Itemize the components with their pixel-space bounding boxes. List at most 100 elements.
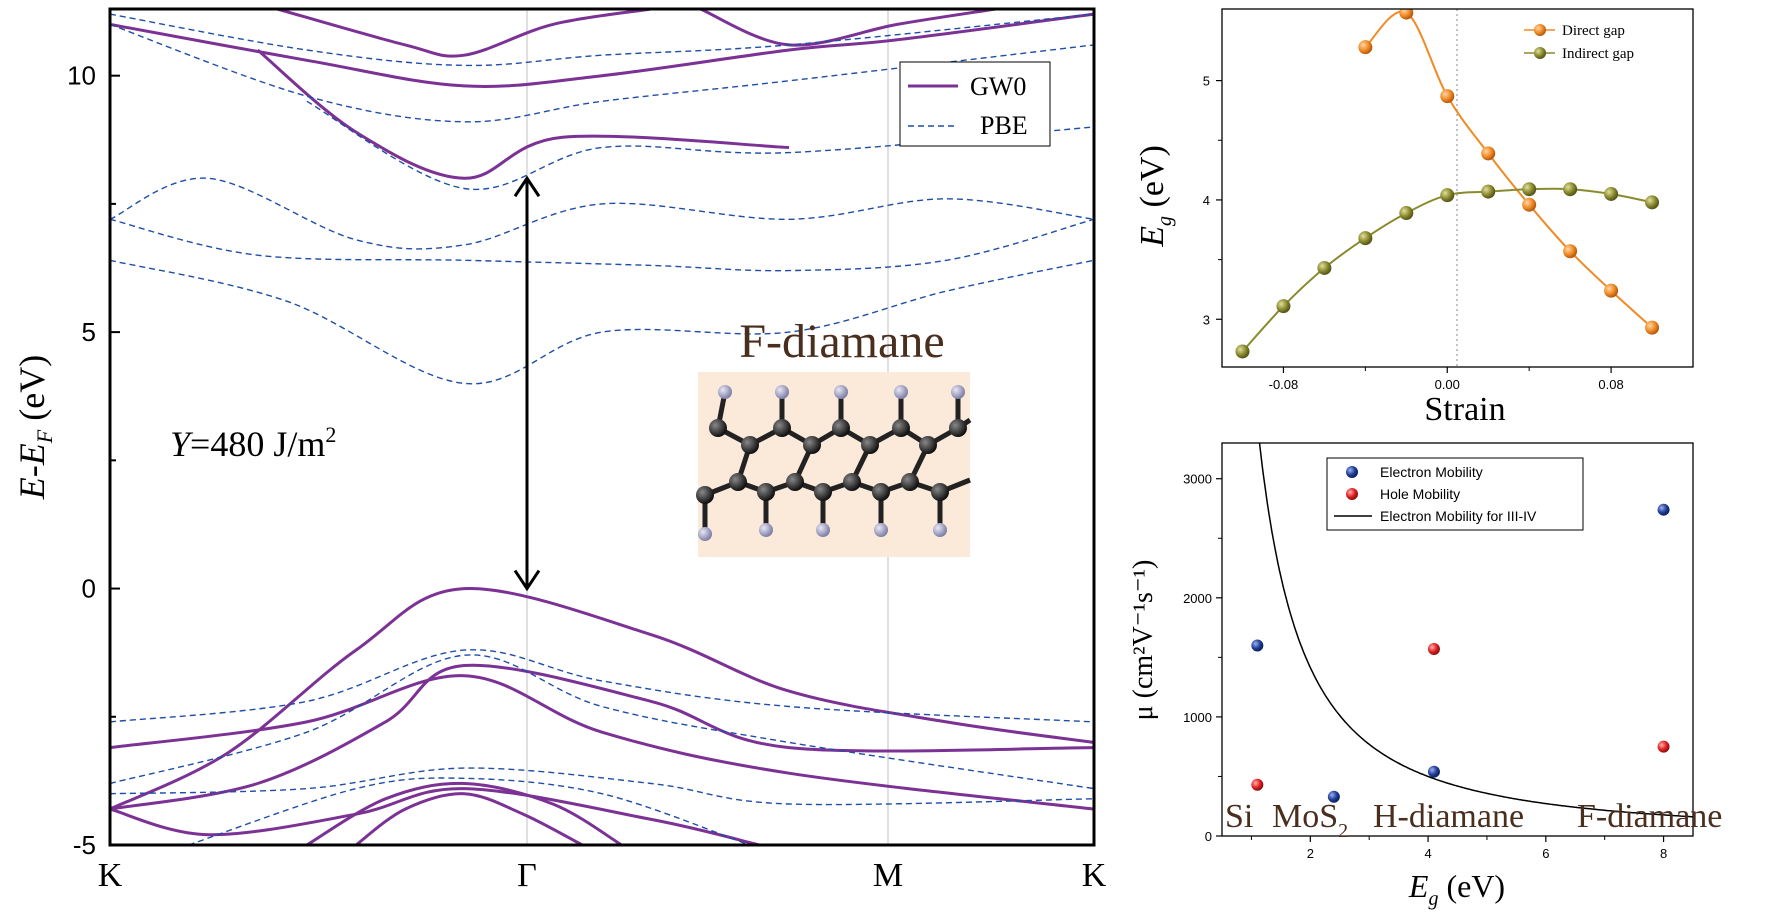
- carbon-atom: [931, 483, 949, 501]
- fluorine-atom: [951, 385, 965, 399]
- band-lines: [110, 9, 1094, 845]
- hole-mobility-point: [1251, 778, 1264, 791]
- strain-y-tick-label: 3: [1203, 312, 1210, 327]
- fluorine-atom: [775, 385, 789, 399]
- gw0-band: [276, 9, 652, 58]
- legend-pbe-label: PBE: [980, 111, 1028, 140]
- gw0-band: [355, 792, 583, 845]
- arrow-head-top: [513, 175, 541, 198]
- iii-iv-curve: [1258, 443, 1693, 818]
- youngs-modulus-annotation: Y=480 J/m2: [170, 422, 336, 464]
- mobility-legend: Electron Mobility Hole Mobility Electron…: [1326, 457, 1584, 531]
- gw0-band: [306, 781, 623, 845]
- carbon-atom: [757, 483, 775, 501]
- y-tick-label: 5: [82, 317, 96, 347]
- carbon-atom: [729, 473, 747, 491]
- mobility-x-label-sub: g: [1428, 888, 1438, 910]
- y-tick-label: 0: [82, 574, 96, 604]
- legend-electron-label: Electron Mobility: [1380, 464, 1483, 480]
- carbon-atom: [832, 419, 850, 437]
- legend-box: [899, 61, 1051, 147]
- strain-y-label: Eg (eV): [1134, 145, 1176, 248]
- mobility-y-tick-label: 0: [1205, 829, 1212, 844]
- legend-gw0-label: GW0: [970, 72, 1026, 101]
- pbe-band: [110, 177, 1094, 250]
- pbe-band: [110, 218, 1094, 272]
- fluorine-atom: [933, 523, 947, 537]
- indirect-gap-point: [1645, 195, 1660, 210]
- fluorine-atom: [816, 523, 830, 537]
- mobility-y-tick-label: 3000: [1183, 472, 1212, 487]
- fluorine-atom: [718, 385, 732, 399]
- carbon-atom: [949, 419, 967, 437]
- youngs-sup: 2: [325, 422, 336, 447]
- carbon-atom: [919, 436, 937, 454]
- carbon-atom: [901, 473, 919, 491]
- strain-x-tick-label: 0.08: [1598, 377, 1623, 392]
- arrow-head-bottom: [513, 569, 541, 592]
- band-gap-arrow: [513, 175, 541, 592]
- strain-x-tick-label: -0.08: [1269, 377, 1299, 392]
- gw0-band: [110, 12, 1094, 88]
- indirect-gap-point: [1358, 231, 1373, 246]
- direct-gap-point: [1604, 283, 1619, 298]
- direct-gap-point: [1440, 89, 1455, 104]
- mobility-legend-box: [1326, 457, 1584, 531]
- k-point-label: K: [1082, 857, 1107, 894]
- material-label-h-diamane: H-diamane: [1373, 798, 1524, 835]
- indirect-gap-point: [1481, 184, 1496, 199]
- legend-indirect-marker: [1534, 47, 1546, 59]
- strain-y-label-main: E: [1134, 226, 1171, 248]
- mobility-x-label: Eg (eV): [1408, 868, 1505, 910]
- electron-mobility-point: [1327, 790, 1340, 803]
- k-point-label: M: [873, 857, 903, 894]
- indirect-gap-point: [1317, 260, 1332, 275]
- hole-mobility-point: [1427, 643, 1440, 656]
- strain-x-label: Strain: [1424, 391, 1505, 428]
- pbe-band: [110, 767, 1094, 806]
- direct-gap-point: [1522, 197, 1537, 212]
- electron-mobility-point: [1427, 765, 1440, 778]
- material-label-f-diamane: F-diamane: [1577, 798, 1722, 835]
- legend-indirect-label: Indirect gap: [1562, 46, 1634, 62]
- legend-hole-marker: [1346, 488, 1358, 500]
- direct-gap-point: [1399, 9, 1414, 20]
- strain-axis-ticks: -0.08 0.00 0.08 3 4 5: [1203, 74, 1624, 392]
- mobility-y-tick-label: 1000: [1183, 710, 1212, 725]
- indirect-gap-point: [1276, 299, 1291, 314]
- direct-gap-point: [1481, 146, 1496, 161]
- mobility-x-tick-label: 4: [1424, 846, 1431, 861]
- material-title: F-diamane: [739, 315, 944, 368]
- pbe-band: [110, 13, 1094, 67]
- indirect-gap-point: [1235, 344, 1250, 359]
- direct-gap-point: [1645, 320, 1660, 335]
- strain-x-tick-label: 0.00: [1435, 377, 1460, 392]
- mobility-y-label: μ (cm²V⁻¹s⁻¹): [1128, 560, 1159, 721]
- mobility-y-tick-label: 2000: [1183, 591, 1212, 606]
- legend-direct-marker: [1534, 24, 1546, 36]
- y-axis-label-sub: F: [32, 429, 57, 444]
- strain-series: [1235, 9, 1660, 359]
- direct-gap-point: [1563, 244, 1578, 259]
- indirect-gap-point: [1440, 188, 1455, 203]
- k-point-label: K: [98, 857, 123, 894]
- carbon-atom: [814, 483, 832, 501]
- band-legend: GW0 PBE: [899, 61, 1051, 147]
- mobility-x-label-main: E: [1408, 868, 1429, 904]
- fluorine-atom: [894, 385, 908, 399]
- carbon-atom: [773, 419, 791, 437]
- electron-mobility-point: [1657, 503, 1670, 516]
- mobility-x-label-unit: (eV): [1438, 868, 1505, 904]
- structure-image-background: [698, 372, 970, 557]
- fluorine-atom: [698, 527, 712, 541]
- carbon-atom: [872, 483, 890, 501]
- gw0-band: [110, 674, 1094, 811]
- indirect-gap-point: [1399, 206, 1414, 221]
- material-label-mos2-sub: 2: [1338, 820, 1348, 842]
- bandgap-strain-panel: -0.08 0.00 0.08 3 4 5 Strain Eg (eV) Direct g…: [1134, 8, 1694, 428]
- material-label-si: Si: [1225, 798, 1253, 835]
- mobility-plot-frame: [1221, 442, 1694, 837]
- pbe-band: [110, 259, 1094, 385]
- strain-y-label-sub: g: [1154, 216, 1176, 226]
